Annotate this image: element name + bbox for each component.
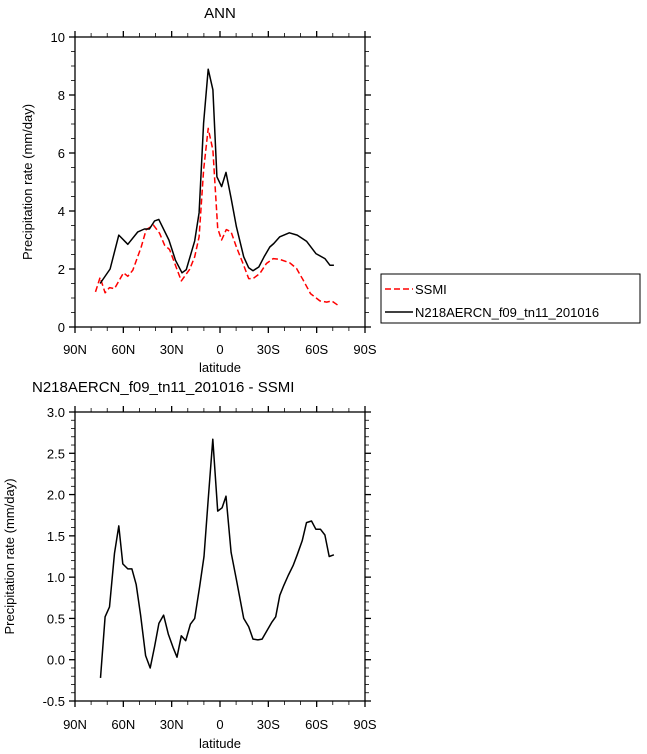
y-tick-label: 6 xyxy=(58,146,65,161)
chart-title: ANN xyxy=(204,5,236,22)
plot-1: ANN 90N 60N 30N 0 30S 60S 90S latitude 0 2 4 6 8 10 Pre… xyxy=(20,5,641,375)
plot-2: N218AERCN_f09_tn11_201016 - SSMI 90N 60N 30… xyxy=(2,379,377,751)
y-tick-label: 2.0 xyxy=(47,488,65,503)
legend-box xyxy=(380,273,641,324)
x-tick-label: 90S xyxy=(353,717,376,732)
y-axis-label: Precipitation rate (mm/day) xyxy=(20,104,35,260)
y-tick-label: 10 xyxy=(51,30,65,45)
y-tick-label: 3.0 xyxy=(47,405,65,420)
x-tick-label: 30N xyxy=(160,717,184,732)
x-tick-label: 90N xyxy=(63,342,87,357)
x-tick-label: 30S xyxy=(257,342,280,357)
y-tick-label: 8 xyxy=(58,88,65,103)
y-tick-label: -0.5 xyxy=(43,694,65,709)
y-tick-label: 2.5 xyxy=(47,446,65,461)
x-tick-label: 60S xyxy=(305,717,328,732)
legend-label: N218AERCN_f09_tn11_201016 xyxy=(415,305,599,320)
series-line-2 xyxy=(99,68,334,284)
chart-title: N218AERCN_f09_tn11_201016 - SSMI xyxy=(32,379,294,396)
x-tick-label: 60S xyxy=(305,342,328,357)
x-tick-label: 90S xyxy=(353,342,376,357)
legend: SSMI N218AERCN_f09_tn11_201016 xyxy=(380,273,641,324)
x-tick-label: 0 xyxy=(216,342,223,357)
plot-frame xyxy=(74,411,366,702)
x-tick-label: 30N xyxy=(160,342,184,357)
x-tick-label: 0 xyxy=(216,717,223,732)
x-tick-label: 60N xyxy=(111,717,135,732)
y-tick-label: 0.0 xyxy=(47,653,65,668)
x-axis-label: latitude xyxy=(199,360,241,375)
x-tick-label: 60N xyxy=(111,342,135,357)
x-tick-label: 30S xyxy=(257,717,280,732)
x-tick-label: 90N xyxy=(63,717,87,732)
series-line-1 xyxy=(99,438,335,678)
x-axis-label: latitude xyxy=(199,736,241,751)
legend-label: SSMI xyxy=(415,282,447,297)
series-line-1 xyxy=(94,127,339,307)
y-tick-label: 4 xyxy=(58,204,65,219)
y-tick-label: 0 xyxy=(58,320,65,335)
y-tick-label: 0.5 xyxy=(47,611,65,626)
y-tick-label: 1.5 xyxy=(47,529,65,544)
y-tick-label: 2 xyxy=(58,262,65,277)
y-axis-label: Precipitation rate (mm/day) xyxy=(2,478,17,634)
y-tick-label: 1.0 xyxy=(47,570,65,585)
